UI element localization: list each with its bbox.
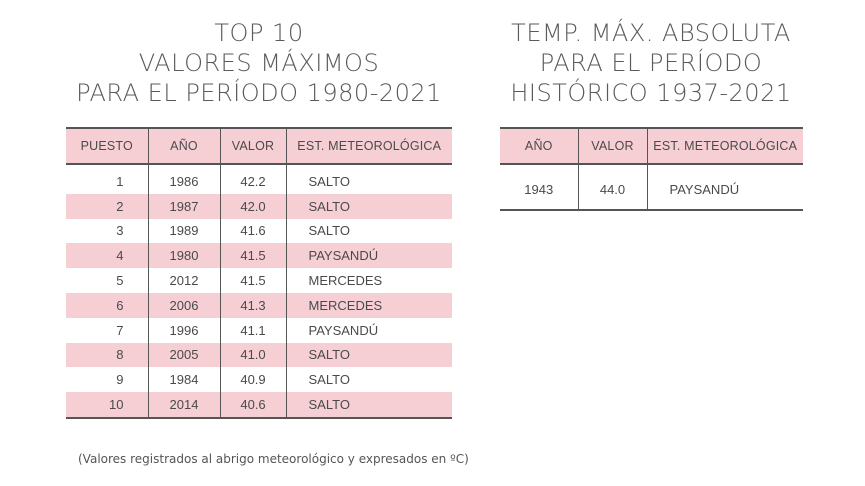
table-row: 9 1984 40.9 SALTO [66,367,452,393]
cell-valor: 41.5 [219,268,286,293]
cell-estacion: SALTO [285,342,452,368]
cell-ano: 1943 [500,164,578,211]
top10-title-line1: TOP 10 [214,19,304,47]
table-header-row: AÑO VALOR EST. METEOROLÓGICA [500,127,803,165]
top10-title-line2: VALORES MÁXIMOS [138,49,380,77]
table-row: 5 2012 41.5 MERCEDES [66,268,452,293]
historic-title-line2: PARA EL PERÍODO [539,49,763,77]
top10-table: PUESTO AÑO VALOR EST. METEOROLÓGICA 1 198… [66,127,452,419]
cell-valor: 42.0 [219,193,286,219]
historic-title-line1: TEMP. MÁX. ABSOLUTA [511,19,791,47]
top10-title-line3: PARA EL PERÍODO 1980-2021 [76,79,442,107]
table-row: 10 2014 40.6 SALTO [66,392,452,419]
table-row: 8 2005 41.0 SALTO [66,342,452,368]
cell-puesto: 2 [66,193,148,219]
column-header-ano: AÑO [147,127,220,165]
cell-valor: 41.3 [219,292,286,318]
cell-puesto: 10 [66,392,148,419]
cell-puesto: 8 [66,342,148,368]
table-row: 1 1986 42.2 SALTO [66,164,452,194]
cell-valor: 40.6 [219,392,286,419]
cell-ano: 2014 [147,392,220,419]
cell-valor: 41.1 [219,317,286,343]
cell-valor: 41.0 [219,342,286,368]
cell-valor: 41.6 [219,218,286,244]
cell-ano: 2006 [147,292,220,318]
cell-puesto: 4 [66,243,148,269]
historic-table: AÑO VALOR EST. METEOROLÓGICA 1943 44.0 PAY… [500,127,803,211]
table-header-row: PUESTO AÑO VALOR EST. METEOROLÓGICA [66,127,452,165]
cell-ano: 1986 [147,164,220,194]
cell-estacion: SALTO [285,193,452,219]
table-row: 1943 44.0 PAYSANDÚ [500,164,803,211]
cell-ano: 2005 [147,342,220,368]
column-header-puesto: PUESTO [66,127,148,165]
cell-valor: 42.2 [219,164,286,194]
table-row: 7 1996 41.1 PAYSANDÚ [66,317,452,343]
cell-ano: 1987 [147,193,220,219]
column-header-valor: VALOR [219,127,286,165]
cell-puesto: 9 [116,372,124,388]
cell-ano: 2012 [147,268,220,293]
cell-estacion: SALTO [285,218,452,244]
cell-valor: 41.5 [219,243,286,269]
column-header-ano: AÑO [500,127,578,165]
cell-ano: 1989 [147,218,220,244]
cell-puesto: 6 [66,292,148,318]
cell-estacion: SALTO [285,164,452,194]
table-row: 4 1980 41.5 PAYSANDÚ [66,243,452,269]
cell-ano: 1980 [147,243,220,269]
table-row: 3 1989 41.6 SALTO [66,218,452,244]
table-row: 6 2006 41.3 MERCEDES [66,292,452,318]
top10-title: TOP 10 VALORES MÁXIMOS PARA EL PERÍODO 1… [66,18,452,108]
footnote: (Valores registrados al abrigo meteoroló… [78,452,469,466]
cell-puesto: 5 [116,273,124,289]
cell-estacion: PAYSANDÚ [285,317,452,343]
cell-valor: 44.0 [577,164,647,211]
cell-estacion: MERCEDES [285,292,452,318]
cell-puesto: 7 [116,322,124,338]
cell-puesto: 1 [116,173,124,189]
cell-estacion: MERCEDES [285,268,452,293]
historic-title-line3: HISTÓRICO 1937-2021 [510,79,792,107]
historic-title: TEMP. MÁX. ABSOLUTA PARA EL PERÍODO HIST… [480,18,822,108]
column-header-valor: VALOR [577,127,647,165]
table-row: 2 1987 42.0 SALTO [66,193,452,219]
cell-puesto: 3 [116,223,124,239]
column-header-estacion: EST. METEOROLÓGICA [646,127,803,165]
cell-estacion: PAYSANDÚ [646,164,803,211]
cell-estacion: SALTO [285,367,452,393]
column-header-estacion: EST. METEOROLÓGICA [285,127,452,165]
cell-estacion: SALTO [285,392,452,419]
cell-valor: 40.9 [219,367,286,393]
cell-ano: 1984 [147,367,220,393]
cell-ano: 1996 [147,317,220,343]
cell-estacion: PAYSANDÚ [285,243,452,269]
